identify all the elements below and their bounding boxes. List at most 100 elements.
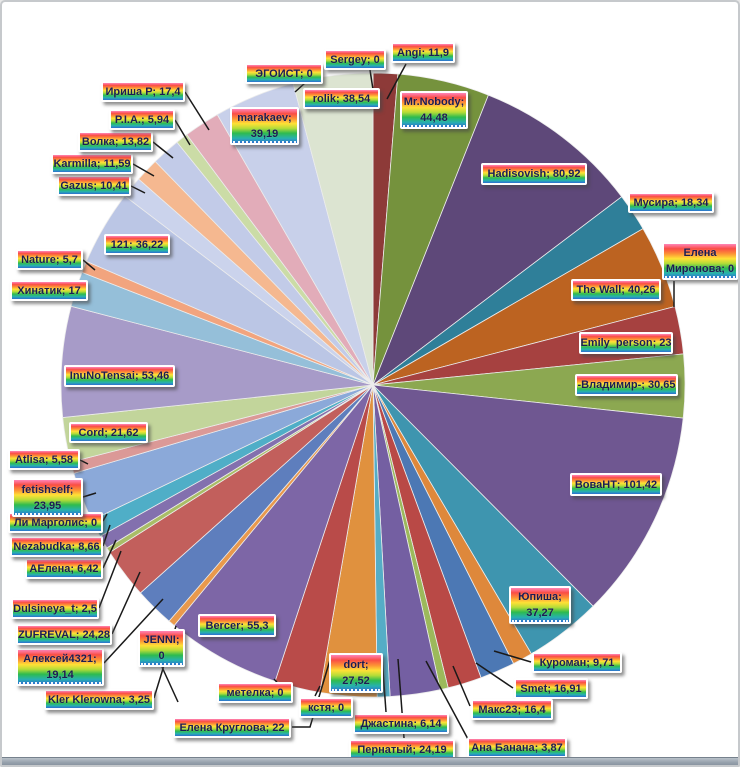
data-label-кстя[interactable]: кстя; 0 <box>299 697 353 718</box>
data-label-владимир[interactable]: -Владимир-; 30,65 <box>575 374 678 396</box>
data-label-text: -Владимир-; 30,65 <box>577 379 676 391</box>
data-label-text: Nezabudka; 8,66 <box>13 540 100 553</box>
data-label-text: Mr.Nobody; <box>403 96 465 108</box>
leader-line-jenni <box>161 666 179 703</box>
data-label-куроман[interactable]: Куроман; 9,71 <box>532 652 622 673</box>
data-label-ли-марголис[interactable]: Ли Марголис; 0 <box>8 512 103 533</box>
data-label-nezabudka[interactable]: Nezabudka; 8,66 <box>10 536 103 557</box>
data-label-юпиша[interactable]: Юпиша; 37,27 <box>509 586 571 624</box>
data-label-аелена[interactable]: АЕлена; 6,42 <box>25 558 103 579</box>
data-label-вовант[interactable]: ВоваНТ; 101,42 <box>570 473 662 496</box>
data-label-dulsineya-t[interactable]: Dulsineya_t; 2,5 <box>11 598 99 619</box>
data-label-text: ЭГОИСТ; 0 <box>255 67 313 80</box>
data-label-text: 37,27 <box>526 607 554 619</box>
data-label-text: Пернатый; 24,19 <box>357 743 447 756</box>
leader-line-аелена <box>102 539 117 569</box>
data-label-text: Emily_person; 23 <box>580 337 672 349</box>
data-label-text: Алексей4321; <box>23 653 97 665</box>
data-label-джастина[interactable]: Джастина; 6,14 <box>353 713 449 734</box>
data-label-text: fetishself; <box>21 483 74 496</box>
leader-line-волка <box>152 141 174 159</box>
data-label-angi[interactable]: Angi; 11,9 <box>391 42 455 63</box>
data-label-bercer[interactable]: Bercer; 55,3 <box>198 614 276 637</box>
data-label-cord[interactable]: Cord; 21,62 <box>69 422 148 443</box>
data-label-text: 44,48 <box>420 112 448 124</box>
data-label-text: Макс23; 16,4 <box>478 703 546 716</box>
data-label-text: Елена Круглова; 22 <box>179 721 285 734</box>
data-label-ириша-р[interactable]: Ириша Р; 17,4 <box>101 81 185 102</box>
data-label-text: Gazus; 10,41 <box>60 179 128 192</box>
data-label-метелка[interactable]: метелка; 0 <box>217 682 293 703</box>
data-label-text: Миронова; 0 <box>665 263 735 275</box>
data-label-text: JENNI; <box>143 634 180 646</box>
data-label-text: Ириша Р; 17,4 <box>105 85 181 98</box>
leader-line-nature <box>82 259 96 271</box>
data-label-text: 39,19 <box>250 128 279 140</box>
data-label-text: Nature; 5,7 <box>21 253 78 266</box>
data-label-эгоист[interactable]: ЭГОИСТ; 0 <box>245 63 323 84</box>
leader-line-atlisa <box>79 459 89 465</box>
data-label-хинатик[interactable]: Хинатик; 17 <box>10 280 88 301</box>
data-label-text: rolik; 38,54 <box>312 92 371 105</box>
data-label-gazus[interactable]: Gazus; 10,41 <box>57 175 131 196</box>
data-label-text: marakaev; <box>237 112 292 124</box>
data-label-text: Хинатик; 17 <box>17 284 81 297</box>
data-label-p-i-a[interactable]: P.I.A.; 5,94 <box>109 109 175 130</box>
data-label-nature[interactable]: Nature; 5,7 <box>16 249 83 270</box>
data-label-ана-банана[interactable]: Ана Банана; 3,87 <box>467 737 567 758</box>
data-label-mr-nobody[interactable]: Mr.Nobody; 44,48 <box>400 91 468 129</box>
data-label-text: 27,52 <box>342 675 370 687</box>
leader-line-куроман <box>493 650 532 663</box>
data-label-text: Ана Банана; 3,87 <box>471 741 563 754</box>
data-label-елена-круглова[interactable]: Елена Круглова; 22 <box>173 717 291 738</box>
data-label-text: 121; 36,22 <box>110 238 164 251</box>
data-label-text: Куроман; 9,71 <box>539 656 615 669</box>
data-label-zufreval[interactable]: ZUFREVAL; 24,28 <box>16 624 112 645</box>
data-label-text: InuNoTensai; 53,46 <box>69 370 170 382</box>
data-label-text: The Wall; 40,26 <box>576 284 656 296</box>
data-label-text: Dulsineya_t; 2,5 <box>13 602 97 615</box>
data-label-алексей4321[interactable]: Алексей4321; 19,14 <box>16 648 104 686</box>
data-label-atlisa[interactable]: Atlisa; 5,58 <box>8 449 80 470</box>
data-label-the-wall[interactable]: The Wall; 40,26 <box>571 279 661 301</box>
data-label-text: АЕлена; 6,42 <box>29 562 99 575</box>
data-label-макс23[interactable]: Макс23; 16,4 <box>471 699 553 720</box>
data-label-мусира[interactable]: Мусира; 18,34 <box>628 192 714 213</box>
data-label-text: ВоваНТ; 101,42 <box>574 478 658 491</box>
leader-line-эгоист <box>294 82 306 93</box>
data-label-text: 0 <box>158 650 165 662</box>
leader-line-fetishself <box>82 492 97 498</box>
data-label-marakaev[interactable]: marakaev; 39,19 <box>230 107 299 145</box>
data-label-emily-person[interactable]: Emily_person; 23 <box>579 332 673 354</box>
leader-line-karmilla <box>132 163 155 177</box>
pie-slice-вовант[interactable] <box>371 384 684 607</box>
data-label-smet[interactable]: Smet; 16,91 <box>514 678 588 699</box>
data-label-text: Мусира; 18,34 <box>633 196 709 209</box>
data-label-kler-klerowna[interactable]: Kler Klerowna; 3,25 <box>44 689 154 710</box>
data-label-text: Юпиша; <box>518 591 562 603</box>
data-label-121[interactable]: 121; 36,22 <box>104 234 170 255</box>
data-label-елена-миронова[interactable]: Елена Миронова; 0 <box>662 242 738 280</box>
leader-line-nezabudka <box>102 524 111 547</box>
data-label-text: Atlisa; 5,58 <box>14 453 74 466</box>
data-label-rolik[interactable]: rolik; 38,54 <box>303 88 380 109</box>
leader-line-елена-круглова <box>292 659 331 728</box>
data-label-text: dort; <box>343 659 369 671</box>
data-label-волка[interactable]: Волка; 13,82 <box>78 131 153 152</box>
data-label-dort[interactable]: dort; 27,52 <box>329 653 383 693</box>
data-label-fetishself[interactable]: fetishself; 23,95 <box>12 478 83 517</box>
data-label-jenni[interactable]: JENNI; 0 <box>138 629 185 667</box>
data-label-inunotensai[interactable]: InuNoTensai; 53,46 <box>64 365 175 387</box>
leader-line-ана-банана <box>425 660 470 742</box>
data-label-karmilla[interactable]: Karmilla; 11,59 <box>51 153 133 174</box>
leader-line-p-i-a <box>174 119 191 146</box>
leader-line-dulsineya-t <box>98 550 122 609</box>
data-label-text: Smet; 16,91 <box>520 682 582 695</box>
data-label-text: 23,95 <box>33 499 62 512</box>
data-label-sergey[interactable]: Sergey; 0 <box>324 49 386 70</box>
data-label-text: Cord; 21,62 <box>78 426 139 439</box>
data-label-text: P.I.A.; 5,94 <box>114 113 170 126</box>
data-label-hadisovish[interactable]: Hadisovish; 80,92 <box>481 163 587 185</box>
